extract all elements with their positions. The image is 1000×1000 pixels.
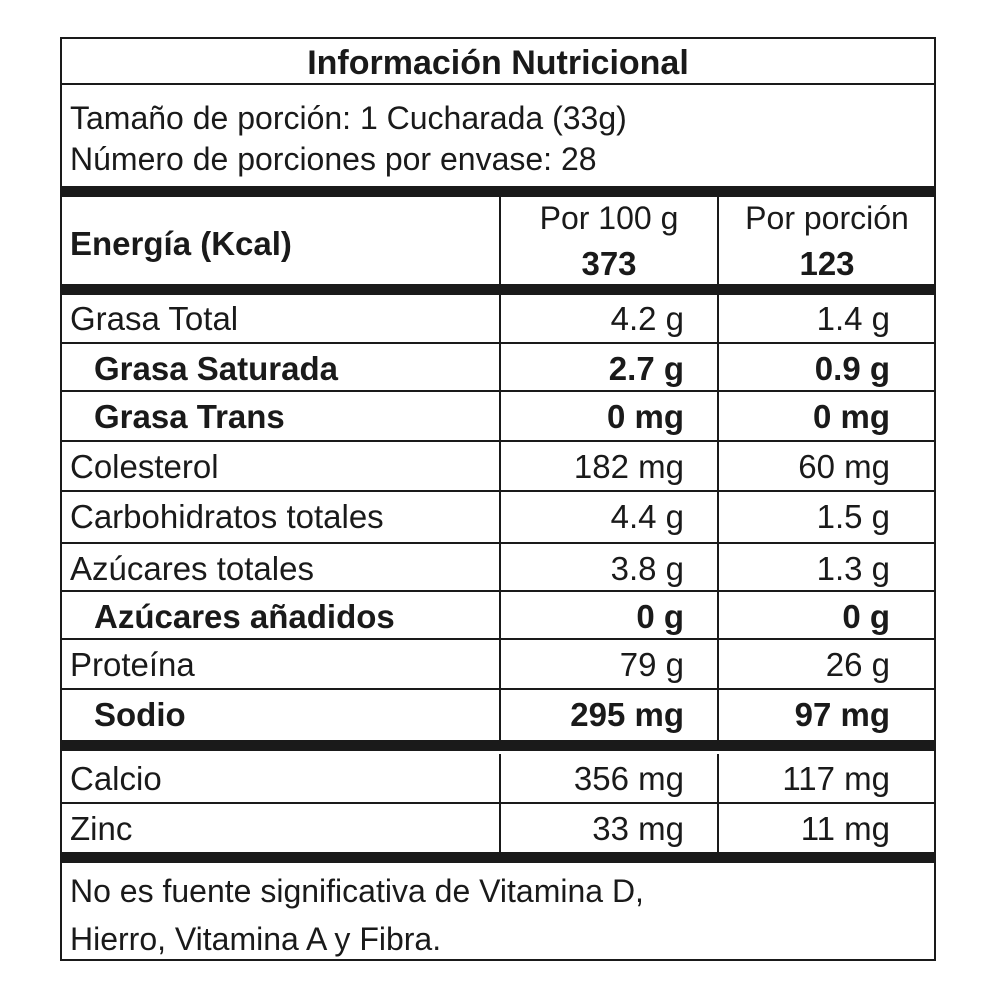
column-divider	[499, 690, 501, 740]
column-divider	[717, 804, 719, 852]
nutrient-value-per-serving: 11 mg	[800, 810, 890, 847]
nutrient-value-per-100g: 4.4 g	[610, 498, 684, 535]
row-divider	[62, 638, 934, 640]
nutrient-value-per-serving: 1.3 g	[816, 550, 890, 587]
nutrient-name: Azúcares totales	[70, 550, 314, 587]
column-divider	[499, 804, 501, 852]
nutrient-value-per-100g: 295 mg	[570, 696, 684, 733]
label-title: Información Nutricional	[307, 44, 689, 82]
nutrient-value-per-serving: 97 mg	[794, 696, 890, 733]
column-divider	[717, 294, 719, 344]
nutrient-name: Grasa Saturada	[94, 350, 338, 387]
column-divider	[499, 294, 501, 344]
footnote-line-1: No es fuente significativa de Vitamina D…	[70, 873, 644, 909]
nutrient-value-per-100g: 3.8 g	[610, 550, 684, 587]
nutrient-value-per-100g: 4.2 g	[610, 300, 684, 337]
column-divider	[717, 344, 719, 392]
row-divider	[62, 852, 934, 863]
row-divider	[62, 740, 934, 751]
nutrient-name: Carbohidratos totales	[70, 498, 384, 535]
nutrient-value-per-serving: 0 mg	[812, 398, 890, 435]
row-divider	[62, 390, 934, 392]
row-divider	[62, 802, 934, 804]
energy-per-serving: 123	[799, 245, 855, 282]
nutrient-value-per-100g: 0 g	[636, 598, 684, 635]
column-divider	[499, 640, 501, 690]
col-header-per-serving: Por porción	[745, 200, 909, 236]
column-divider	[717, 392, 719, 442]
row-divider	[62, 490, 934, 492]
column-divider	[717, 197, 719, 287]
column-divider	[717, 544, 719, 592]
divider	[62, 83, 934, 85]
column-divider	[499, 344, 501, 392]
nutrient-value-per-serving: 1.4 g	[816, 300, 890, 337]
column-divider	[717, 442, 719, 492]
nutrient-name: Grasa Trans	[94, 398, 285, 435]
column-divider	[499, 754, 501, 804]
nutrient-name: Proteína	[70, 646, 195, 683]
nutrient-name: Grasa Total	[70, 300, 239, 337]
nutrient-value-per-100g: 33 mg	[592, 810, 684, 847]
nutrient-value-per-100g: 0 mg	[606, 398, 684, 435]
footnote-line-2: Hierro, Vitamina A y Fibra.	[70, 921, 442, 957]
nutrient-value-per-100g: 79 g	[619, 646, 684, 683]
nutrient-value-per-serving: 60 mg	[798, 448, 890, 485]
column-divider	[499, 442, 501, 492]
col-header-per-100g: Por 100 g	[539, 200, 679, 236]
row-divider	[62, 688, 934, 690]
column-divider	[499, 492, 501, 544]
nutrient-name: Calcio	[70, 760, 162, 797]
nutrient-name: Colesterol	[70, 448, 219, 485]
energy-label: Energía (Kcal)	[70, 225, 292, 262]
thick-divider	[62, 186, 934, 197]
column-divider	[499, 392, 501, 442]
nutrient-value-per-serving: 0.9 g	[814, 350, 890, 387]
column-divider	[499, 592, 501, 640]
column-divider	[717, 690, 719, 740]
column-divider	[717, 592, 719, 640]
row-divider	[62, 284, 934, 295]
row-divider	[62, 342, 934, 344]
nutrient-value-per-serving: 117 mg	[782, 760, 890, 797]
nutrient-value-per-serving: 0 g	[842, 598, 890, 635]
nutrient-name: Azúcares añadidos	[94, 598, 395, 635]
column-divider	[499, 197, 501, 287]
nutrient-value-per-100g: 182 mg	[573, 448, 684, 485]
nutrition-label: Información Nutricional Tamaño de porció…	[60, 37, 936, 961]
nutrient-name: Sodio	[94, 696, 186, 733]
column-divider	[717, 754, 719, 804]
row-divider	[62, 542, 934, 544]
nutrient-value-per-serving: 1.5 g	[816, 498, 890, 535]
nutrient-value-per-100g: 356 mg	[573, 760, 684, 797]
energy-per-100g: 373	[581, 245, 637, 282]
nutrient-value-per-100g: 2.7 g	[608, 350, 684, 387]
column-divider	[717, 640, 719, 690]
serving-size: Tamaño de porción: 1 Cucharada (33g)	[70, 100, 627, 136]
column-divider	[499, 544, 501, 592]
column-divider	[717, 492, 719, 544]
nutrient-name: Zinc	[70, 810, 133, 847]
row-divider	[62, 440, 934, 442]
row-divider	[62, 590, 934, 592]
nutrient-value-per-serving: 26 g	[825, 646, 890, 683]
servings-per-container: Número de porciones por envase: 28	[70, 141, 597, 177]
